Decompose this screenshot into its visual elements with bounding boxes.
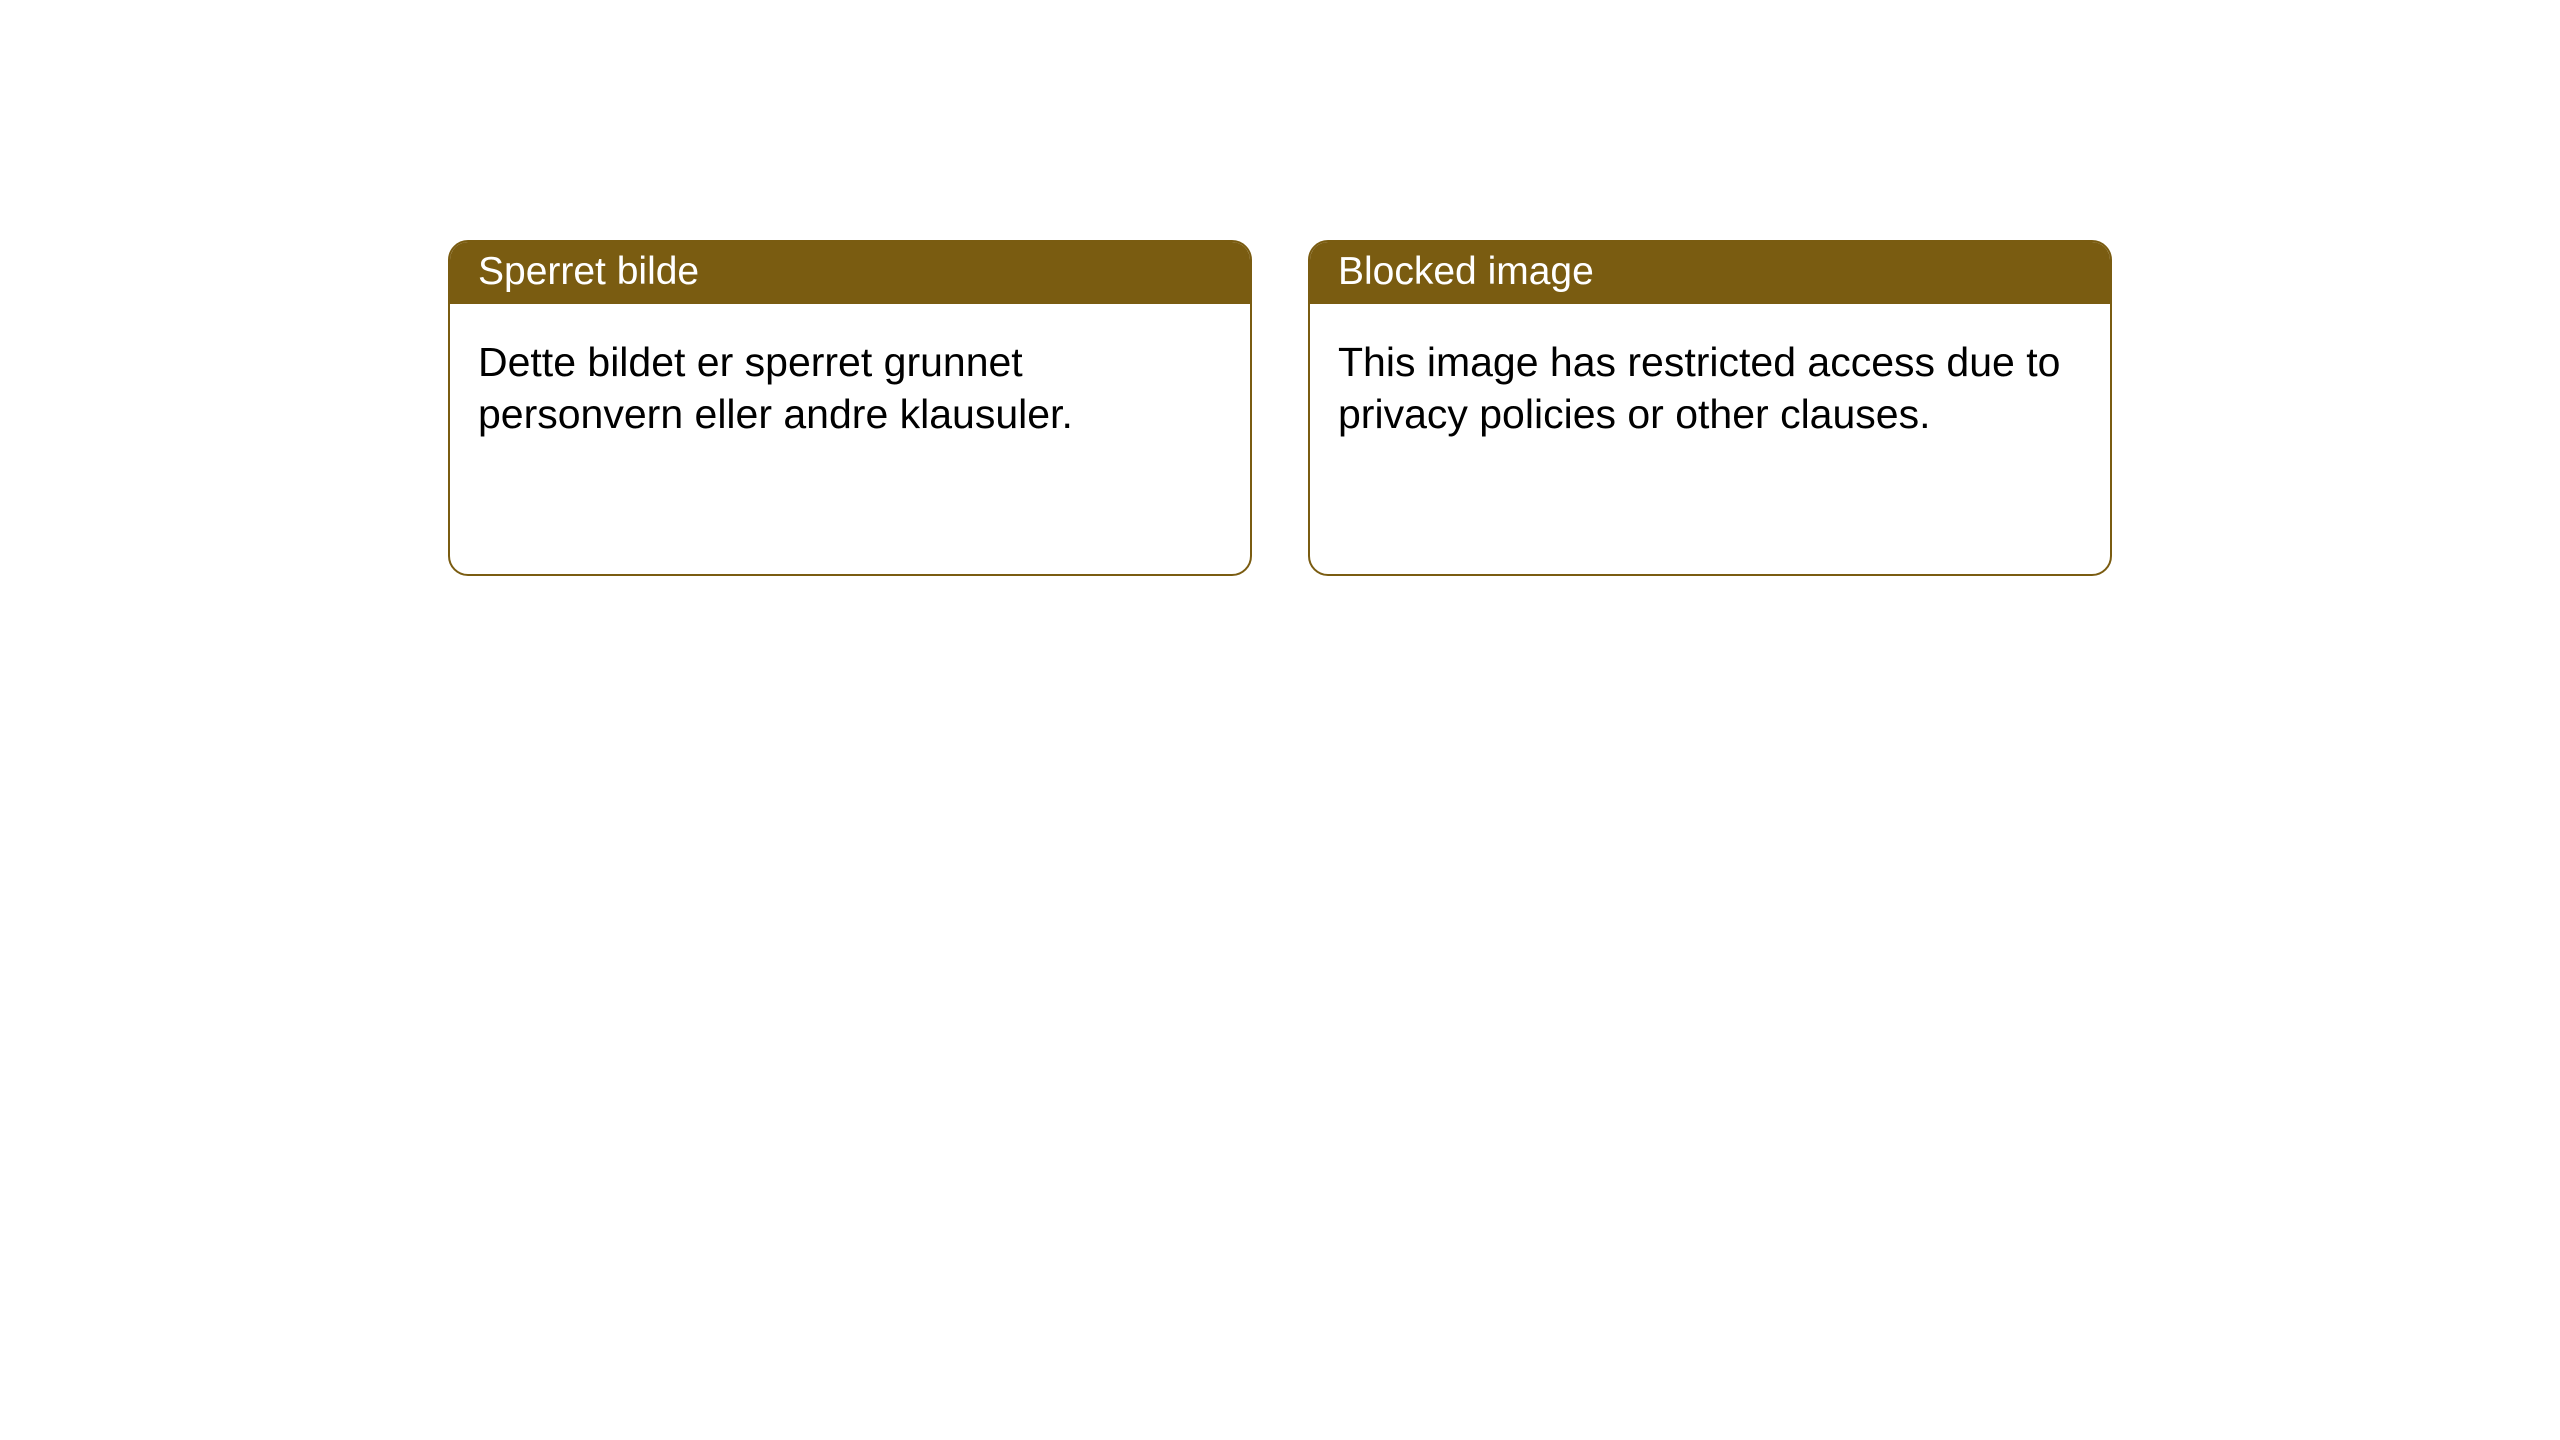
card-title: Blocked image bbox=[1338, 250, 1594, 293]
card-header: Blocked image bbox=[1310, 242, 2110, 304]
blocked-image-card-english: Blocked image This image has restricted … bbox=[1308, 240, 2112, 576]
card-title: Sperret bilde bbox=[478, 250, 699, 293]
card-body: Dette bildet er sperret grunnet personve… bbox=[450, 304, 1250, 473]
card-body: This image has restricted access due to … bbox=[1310, 304, 2110, 473]
notice-cards-container: Sperret bilde Dette bildet er sperret gr… bbox=[0, 0, 2560, 576]
card-body-text: Dette bildet er sperret grunnet personve… bbox=[478, 339, 1073, 437]
card-header: Sperret bilde bbox=[450, 242, 1250, 304]
card-body-text: This image has restricted access due to … bbox=[1338, 339, 2060, 437]
blocked-image-card-norwegian: Sperret bilde Dette bildet er sperret gr… bbox=[448, 240, 1252, 576]
